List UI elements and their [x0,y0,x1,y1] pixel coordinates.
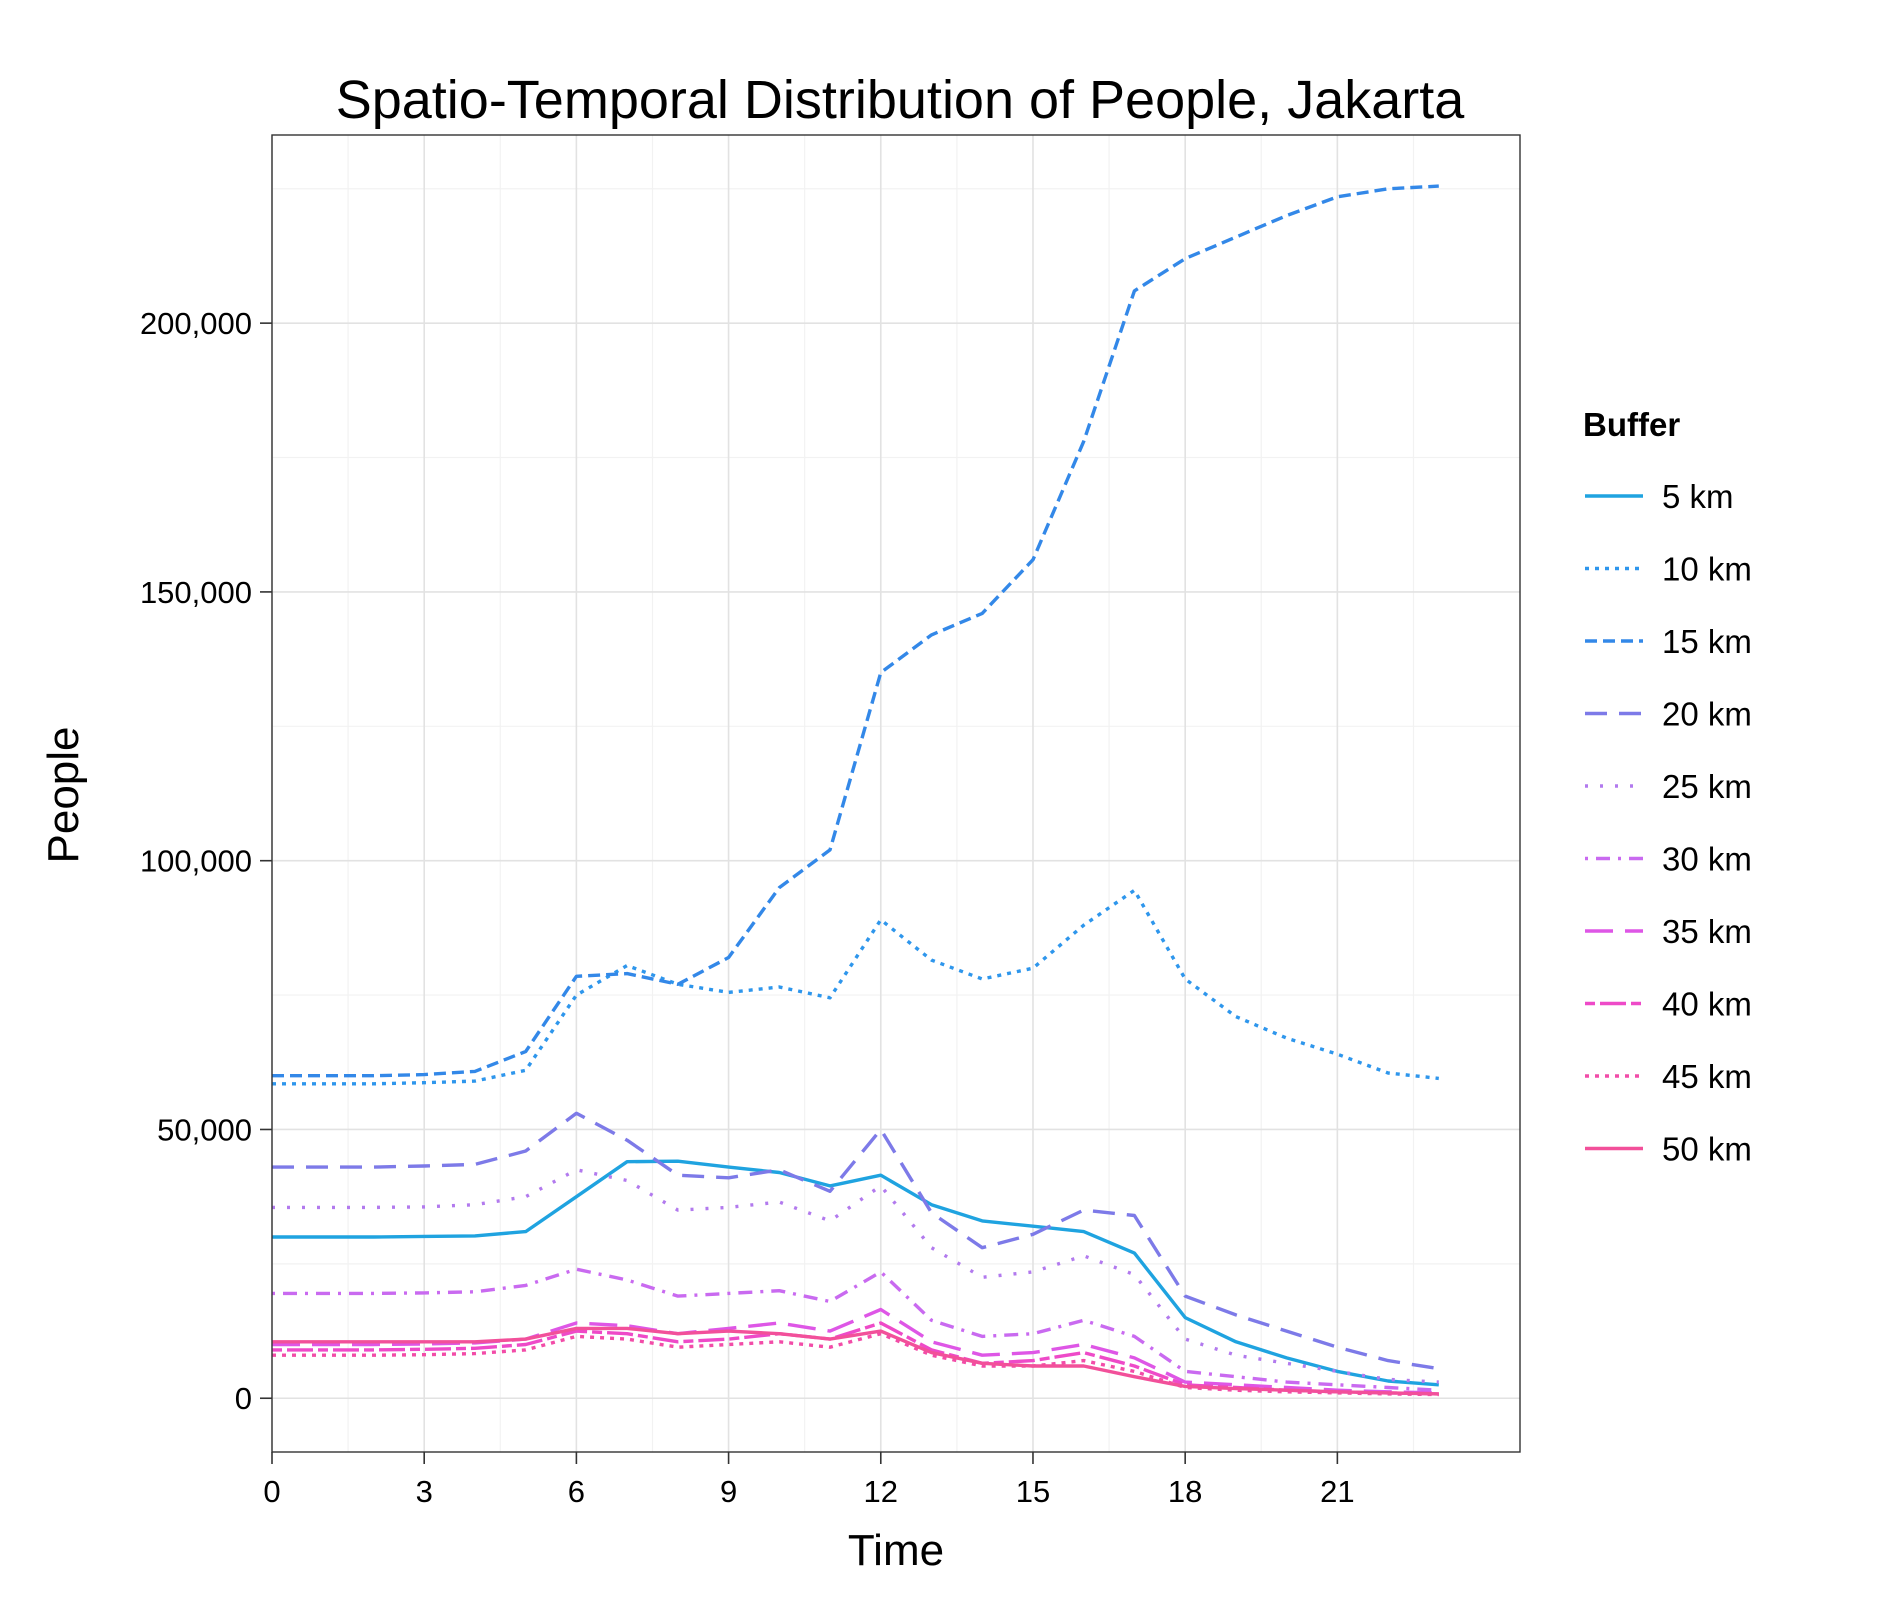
y-tick-label: 150,000 [140,575,252,610]
y-axis-label: People [39,726,88,863]
x-tick-label: 21 [1320,1474,1354,1509]
legend-title: Buffer [1583,406,1680,443]
y-tick-label: 100,000 [140,844,252,879]
y-tick-label: 200,000 [140,306,252,341]
y-axis: 0 50,000 100,000 150,000 200,000 [140,306,272,1416]
series-line-15-km [272,184,1439,1078]
x-tick-label: 18 [1168,1474,1202,1509]
grid-minor [272,135,1520,1452]
plot-panel [272,135,1520,1452]
legend-label: 5 km [1662,478,1734,515]
x-tick-label: 15 [1016,1474,1050,1509]
chart-title: Spatio-Temporal Distribution of People, … [336,70,1466,130]
series-line-35-km [272,1307,1439,1395]
series-line-25-km [272,1168,1439,1384]
legend: Buffer 5 km 10 km 15 km 20 km 25 km 30 km 35 k… [1583,406,1752,1168]
legend-items: 5 km 10 km 15 km 20 km 25 km 30 km 35 km 40 km 4… [1585,478,1752,1168]
x-tick-label: 9 [720,1474,737,1509]
x-axis-label: Time [848,1526,944,1575]
y-tick-label: 0 [235,1381,252,1416]
series-line-50-km [272,1326,1439,1396]
legend-label: 25 km [1662,768,1752,805]
legend-label: 20 km [1662,696,1752,733]
series-line-30-km [272,1267,1439,1392]
legend-label: 40 km [1662,986,1752,1023]
x-tick-label: 12 [864,1474,898,1509]
x-tick-label: 0 [263,1474,280,1509]
x-axis: 0 3 6 9 12 15 18 21 [263,1452,1355,1509]
series-line-5-km [272,1159,1439,1387]
x-tick-label: 3 [416,1474,433,1509]
y-tick-label: 50,000 [157,1112,252,1147]
legend-label: 50 km [1662,1131,1752,1168]
legend-label: 30 km [1662,841,1752,878]
legend-label: 10 km [1662,551,1752,588]
series-lines [272,184,1440,1397]
x-tick-label: 6 [568,1474,585,1509]
legend-label: 45 km [1662,1058,1752,1095]
legend-label: 35 km [1662,913,1752,950]
legend-label: 15 km [1662,623,1752,660]
plot-border [271,134,1521,1453]
